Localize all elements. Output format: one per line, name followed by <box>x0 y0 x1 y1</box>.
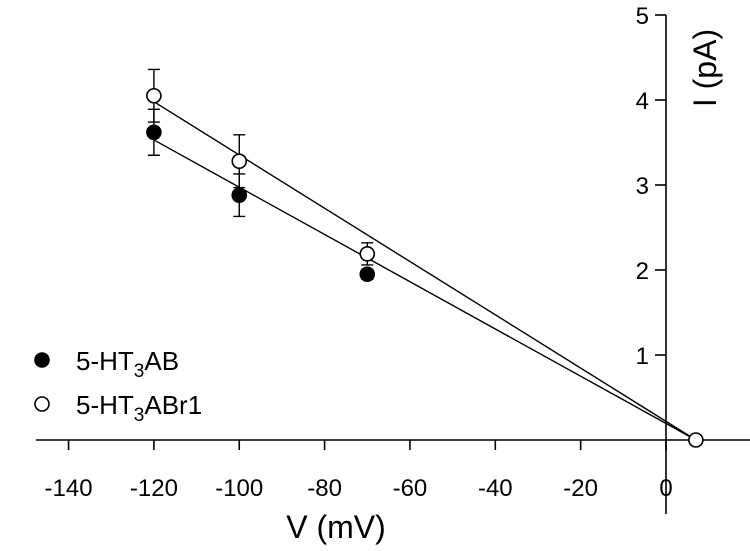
error-bars <box>147 68 374 281</box>
y-axis-label: I (pA) <box>687 29 723 107</box>
axes <box>36 14 750 514</box>
fit-line-series-1 <box>153 139 697 441</box>
legend-label-series-2: 5-HT3ABr1 <box>76 390 202 426</box>
data-points <box>146 87 704 448</box>
data-point-series-2 <box>688 432 704 448</box>
legend-label-series-1: 5-HT3AB <box>76 346 179 382</box>
y-tick-label: 5 <box>636 3 649 30</box>
x-tick-label: -120 <box>130 475 178 502</box>
x-tick-label: -20 <box>563 475 598 502</box>
x-tick-label: -60 <box>393 475 428 502</box>
fit-lines <box>153 101 697 441</box>
y-tick-label: 2 <box>636 258 649 285</box>
data-point-series-2 <box>359 246 376 262</box>
data-point-series-2 <box>231 153 248 169</box>
data-point-series-1 <box>359 266 376 283</box>
fit-line-series-2 <box>153 101 697 441</box>
data-point-series-1 <box>146 124 162 141</box>
x-axis-label: V (mV) <box>286 509 386 545</box>
data-point-series-2 <box>146 87 162 104</box>
data-point-series-1 <box>231 187 248 203</box>
legend: 5-HT3AB 5-HT3ABr1 <box>34 346 202 426</box>
y-tick-label: 4 <box>636 88 649 115</box>
x-tick-label: -80 <box>307 475 342 502</box>
legend-marker-series-2 <box>34 396 50 412</box>
x-tick-label: -100 <box>215 475 263 502</box>
legend-marker-series-1 <box>34 352 50 368</box>
x-tick-label: -140 <box>45 475 93 502</box>
y-tick-label: 1 <box>636 343 649 370</box>
y-tick-label: 3 <box>636 173 649 200</box>
tick-labels: -140 -120 -100 -80 -60 -40 -20 0 1 2 3 4 5 <box>45 3 673 502</box>
x-tick-label: -40 <box>478 475 513 502</box>
x-tick-label: 0 <box>659 475 672 502</box>
